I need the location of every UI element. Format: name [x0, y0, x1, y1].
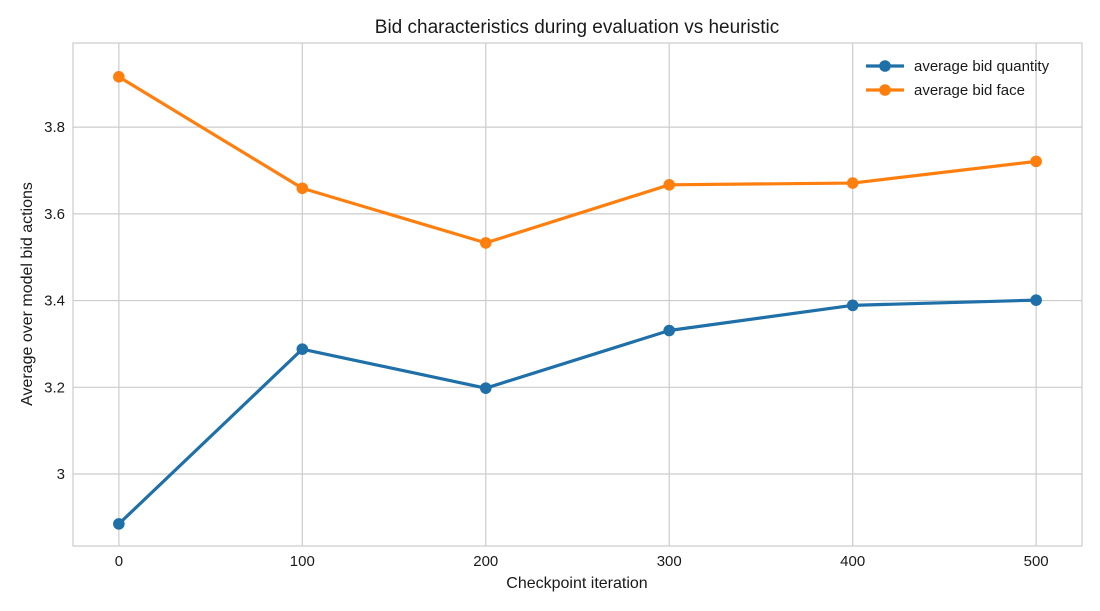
data-point-average-bid-face-4 — [846, 177, 859, 189]
x-tick-label-4: 400 — [840, 553, 865, 570]
data-point-average-bid-quantity-1 — [296, 343, 309, 355]
legend-label: average bid face — [914, 82, 1025, 99]
plot-frame — [72, 42, 1083, 547]
y-tick-label-0: 3 — [57, 466, 65, 483]
series-average-bid-face — [113, 71, 1042, 249]
legend-swatch-marker — [879, 60, 891, 72]
data-point-average-bid-face-5 — [1030, 155, 1042, 168]
data-point-average-bid-face-0 — [113, 71, 125, 83]
legend-item-average-bid-face: average bid face — [866, 82, 1025, 99]
x-axis-label: Checkpoint iteration — [506, 575, 647, 592]
data-point-average-bid-face-3 — [663, 178, 676, 191]
y-tick-labels: 3 3.2 3.4 3.6 3.8 — [44, 119, 65, 483]
y-axis-label: Average over model bid actions — [19, 182, 36, 406]
x-tick-labels: 0 100 200 300 400 500 — [115, 553, 1049, 570]
series-average-bid-quantity — [113, 294, 1042, 530]
legend: average bid quantity average bid face — [866, 58, 1050, 99]
y-tick-label-1: 3.2 — [44, 379, 65, 396]
data-point-average-bid-face-2 — [479, 237, 492, 249]
data-point-average-bid-quantity-4 — [846, 299, 859, 312]
data-point-average-bid-quantity-0 — [113, 518, 125, 530]
x-tick-label-1: 100 — [290, 553, 315, 570]
legend-item-average-bid-quantity: average bid quantity — [866, 58, 1050, 75]
x-tick-label-2: 200 — [473, 553, 498, 570]
legend-label: average bid quantity — [914, 58, 1050, 75]
series-line-average-bid-face — [117, 75, 1038, 245]
data-series — [113, 71, 1042, 530]
x-tick-label-3: 300 — [657, 553, 682, 570]
grid-lines — [73, 43, 1082, 546]
legend-swatch-marker — [879, 84, 891, 96]
x-tick-label-5: 500 — [1024, 553, 1049, 570]
y-tick-label-3: 3.6 — [44, 206, 65, 223]
data-point-average-bid-quantity-5 — [1030, 294, 1042, 306]
x-tick-label-0: 0 — [115, 553, 123, 570]
y-tick-label-4: 3.8 — [44, 119, 65, 136]
data-point-average-bid-face-1 — [296, 182, 309, 195]
data-point-average-bid-quantity-2 — [479, 382, 492, 394]
y-tick-label-2: 3.4 — [44, 293, 65, 310]
series-line-average-bid-quantity — [117, 298, 1038, 526]
chart-title: Bid characteristics during evaluation vs… — [375, 17, 779, 38]
data-point-average-bid-quantity-3 — [663, 324, 676, 337]
